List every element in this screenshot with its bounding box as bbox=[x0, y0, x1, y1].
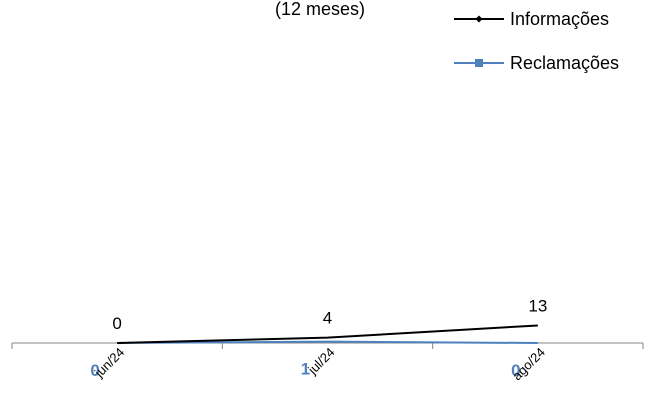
legend-marker-reclamacoes bbox=[475, 59, 483, 67]
data-label-informacoes: 0 bbox=[112, 314, 121, 333]
data-label-informacoes: 13 bbox=[528, 296, 547, 315]
legend-item-informacoes: Informações bbox=[454, 9, 609, 29]
series-line-informacoes bbox=[117, 324, 538, 344]
series-line-reclamacoes bbox=[117, 340, 538, 344]
data-label-reclamacoes: 0 bbox=[511, 361, 520, 380]
legend-label-informacoes: Informações bbox=[510, 9, 609, 29]
legend-item-reclamacoes: Reclamações bbox=[454, 53, 619, 73]
legend: Informações Reclamações bbox=[454, 9, 619, 73]
legend-marker-informacoes bbox=[475, 15, 483, 23]
data-label-informacoes: 4 bbox=[323, 309, 332, 328]
legend-label-reclamacoes: Reclamações bbox=[510, 53, 619, 73]
data-label-reclamacoes: 1 bbox=[301, 360, 310, 379]
chart-subtitle: (12 meses) bbox=[275, 0, 365, 19]
data-label-reclamacoes: 0 bbox=[90, 361, 99, 380]
